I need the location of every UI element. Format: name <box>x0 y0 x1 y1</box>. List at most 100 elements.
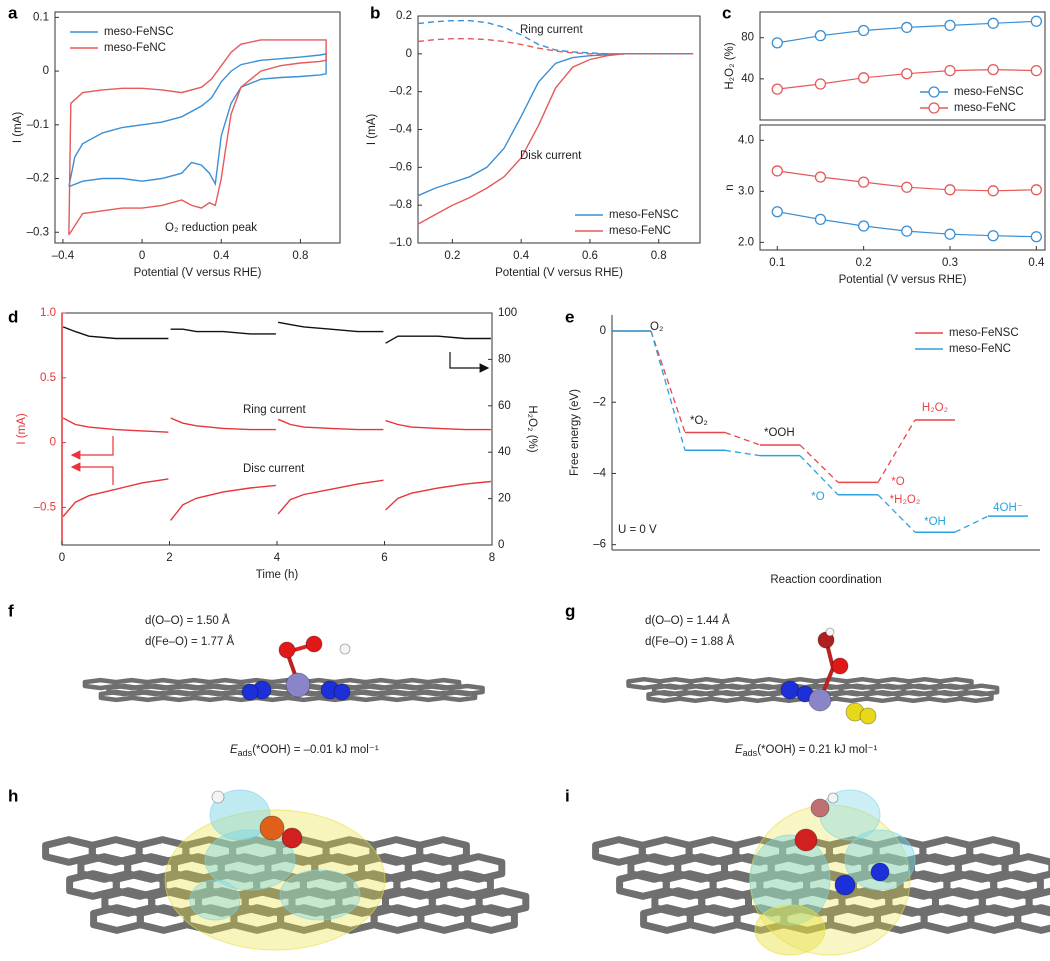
marker <box>901 225 913 237</box>
connector <box>724 431 761 446</box>
series-line <box>417 53 694 225</box>
hydrogen <box>211 790 225 804</box>
marker <box>987 63 999 76</box>
carbon-ring <box>379 689 415 703</box>
axis-arrow <box>449 352 490 373</box>
annotation: U = 0 V <box>618 524 657 536</box>
y-tick-label: 0.2 <box>396 10 412 22</box>
oxygen <box>831 657 849 675</box>
panel-label: d <box>8 307 18 326</box>
legend-marker <box>928 102 940 114</box>
connector <box>877 494 916 533</box>
y-axis-label: I (mA) <box>366 114 378 145</box>
y-tick-label: –1.0 <box>390 237 412 249</box>
y-axis-label: H₂O₂ (%) <box>724 42 736 89</box>
y-axis-label: I (mA) <box>12 112 24 143</box>
annotation: Disk current <box>520 150 582 162</box>
oxygen <box>305 635 323 653</box>
marker <box>944 228 956 240</box>
y-tick-label: –0.8 <box>390 199 412 211</box>
y-tick-label: 0 <box>600 325 606 337</box>
legend-label: meso-FeNC <box>609 225 671 237</box>
legend-marker <box>928 86 940 98</box>
carbon-ring <box>90 904 144 934</box>
legend-label: meso-FeNSC <box>954 86 1024 98</box>
marker <box>857 220 870 232</box>
marker <box>1030 231 1043 243</box>
annotation: *OH <box>924 516 946 528</box>
panel-label: a <box>8 3 18 22</box>
y-tick-label: –0.4 <box>390 124 413 136</box>
y2-tick-label: 20 <box>498 493 511 505</box>
x-tick-label: 0 <box>59 552 65 564</box>
marker <box>901 68 913 80</box>
carbon-ring <box>677 689 714 704</box>
y-tick-label: 2.0 <box>738 236 754 248</box>
energy-subscript: ads <box>238 748 253 758</box>
plot-frame <box>61 312 493 546</box>
y-tick-label: –2 <box>593 396 606 408</box>
carbon-ring <box>348 689 384 703</box>
iron <box>285 672 311 698</box>
energy-text: (*OOH) = –0.01 kJ mol⁻¹ <box>252 744 379 756</box>
adsorption-energy: Eads(*OOH) = –0.01 kJ mol⁻¹ <box>230 744 379 758</box>
marker <box>1030 15 1043 27</box>
x-tick-label: 0.4 <box>513 250 530 262</box>
x-axis-label: Potential (V versus RHE) <box>839 274 967 286</box>
legend-label: meso-FeNC <box>104 42 166 54</box>
annotation: Disc current <box>243 463 305 475</box>
y-tick-label: 40 <box>741 73 754 85</box>
series-line <box>68 53 327 188</box>
plot-frame <box>759 124 1046 251</box>
carbon-ring <box>370 904 425 934</box>
annotation: *O <box>891 476 904 488</box>
x-tick-label: 0.3 <box>942 257 958 269</box>
annotation: Ring current <box>520 24 583 36</box>
x-tick-label: 6 <box>381 552 387 564</box>
legend-label: meso-FeNSC <box>949 327 1019 339</box>
marker <box>987 185 999 197</box>
connector <box>799 444 839 483</box>
marker <box>857 176 870 188</box>
panel-label: e <box>565 307 574 326</box>
series-line <box>62 417 491 433</box>
y-tick-label: –0.5 <box>34 501 56 513</box>
charge-density <box>189 879 241 921</box>
nitrogen <box>834 874 856 896</box>
oxygen <box>281 827 303 849</box>
y-tick-label: –0.1 <box>27 119 49 131</box>
charge-density <box>844 829 916 891</box>
marker <box>771 206 783 218</box>
marker <box>1030 64 1043 77</box>
hydrogen <box>339 643 351 655</box>
carbon-ring <box>926 689 963 704</box>
x-tick-label: –0.4 <box>52 250 75 262</box>
y2-tick-label: 40 <box>498 446 511 458</box>
marker <box>944 19 956 32</box>
marker <box>814 213 827 226</box>
y-axis-label: n <box>724 184 736 190</box>
y-tick-label: –0.2 <box>390 86 412 98</box>
x-tick-label: 0 <box>139 250 145 262</box>
marker <box>857 72 870 84</box>
connector <box>650 330 686 451</box>
charge-density <box>164 809 386 951</box>
plot-frame <box>759 11 1046 121</box>
annotation: Ring current <box>243 404 306 416</box>
y-tick-label: –4 <box>593 467 606 479</box>
bond-length: d(Fe–O) = 1.88 Å <box>645 635 734 648</box>
connector <box>799 455 839 496</box>
y-tick-label: 0 <box>406 48 412 60</box>
panel-label: g <box>565 601 575 620</box>
carbon-ring <box>646 689 682 704</box>
marker <box>987 17 999 29</box>
carbon-ring <box>1025 887 1050 917</box>
marker <box>814 78 827 90</box>
carbon-ring <box>864 689 901 704</box>
connector <box>650 330 686 433</box>
annotation: O₂ reduction peak <box>165 222 257 234</box>
graphene-sheet <box>626 676 1000 704</box>
bond-length: d(Fe–O) = 1.77 Å <box>145 635 234 648</box>
marker <box>771 83 783 95</box>
nitrogen <box>870 862 890 882</box>
